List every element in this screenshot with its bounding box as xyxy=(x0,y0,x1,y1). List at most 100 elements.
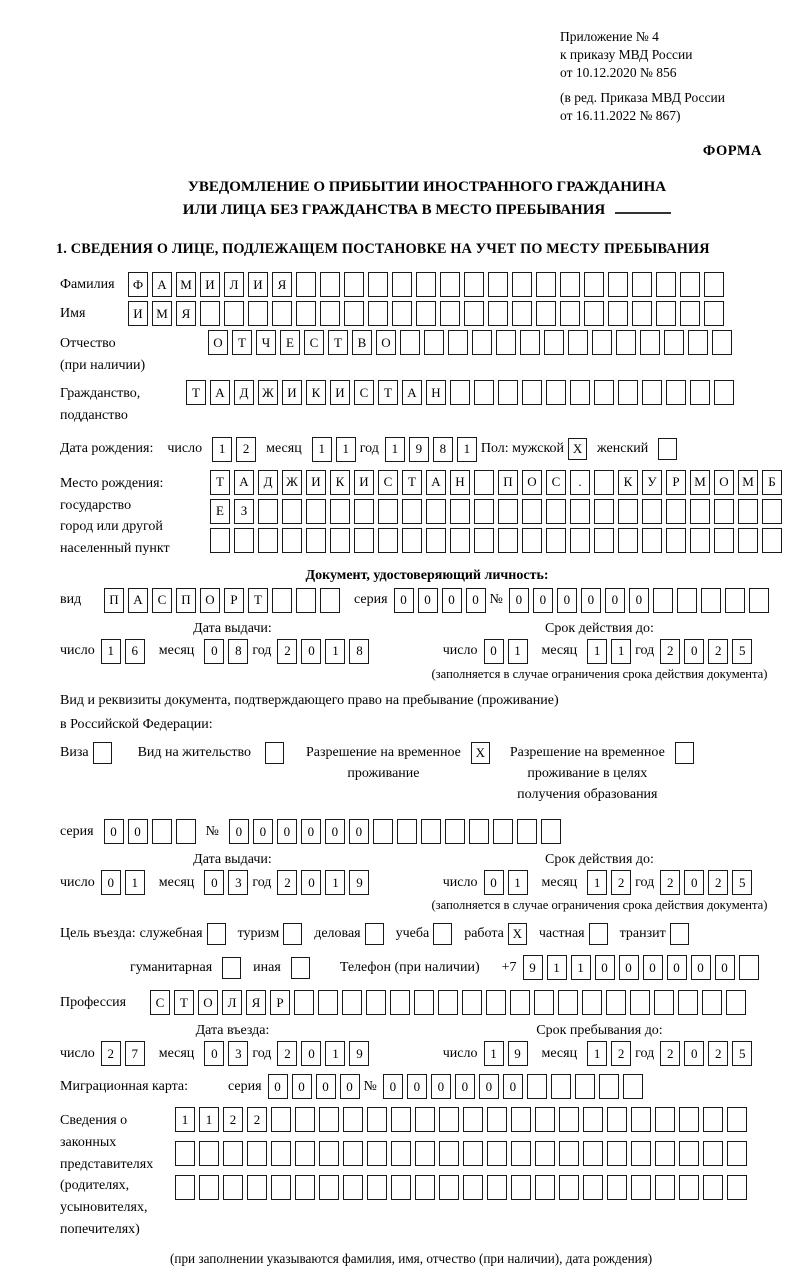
char-cell[interactable] xyxy=(724,587,745,613)
char-cell[interactable] xyxy=(594,527,614,553)
char-cell[interactable]: П xyxy=(104,587,124,613)
char-cell[interactable]: 0 xyxy=(204,638,225,664)
char-cell[interactable] xyxy=(306,498,326,524)
char-cell[interactable]: 0 xyxy=(204,870,225,896)
char-cell[interactable]: 1 xyxy=(587,1041,608,1067)
birth-place-row3-cells[interactable] xyxy=(210,527,786,553)
char-cell[interactable]: О xyxy=(208,330,228,356)
char-cell[interactable] xyxy=(583,1175,603,1201)
char-cell[interactable] xyxy=(534,990,554,1016)
char-cell[interactable] xyxy=(680,301,700,327)
char-cell[interactable] xyxy=(679,1107,699,1133)
char-cell[interactable] xyxy=(664,330,684,356)
char-cell[interactable] xyxy=(712,330,732,356)
char-cell[interactable]: 0 xyxy=(430,1074,451,1100)
char-cell[interactable] xyxy=(618,527,638,553)
char-cell[interactable]: Ф xyxy=(128,272,148,298)
char-cell[interactable]: 1 xyxy=(384,436,405,462)
char-cell[interactable] xyxy=(390,990,410,1016)
char-cell[interactable]: Т xyxy=(210,469,230,495)
char-cell[interactable] xyxy=(642,527,662,553)
char-cell[interactable]: Т xyxy=(174,990,194,1016)
char-cell[interactable]: В xyxy=(352,330,372,356)
char-cell[interactable] xyxy=(655,1107,675,1133)
char-cell[interactable] xyxy=(762,498,782,524)
char-cell[interactable] xyxy=(416,301,436,327)
char-cell[interactable]: Л xyxy=(222,990,242,1016)
char-cell[interactable]: 2 xyxy=(708,870,729,896)
purpose-private-checkbox[interactable] xyxy=(588,923,608,946)
char-cell[interactable] xyxy=(738,498,758,524)
char-cell[interactable]: 1 xyxy=(325,870,346,896)
char-cell[interactable]: 0 xyxy=(684,870,705,896)
char-cell[interactable]: 0 xyxy=(483,870,504,896)
char-cell[interactable]: 2 xyxy=(611,1041,632,1067)
char-cell[interactable] xyxy=(540,819,561,845)
char-cell[interactable] xyxy=(294,990,314,1016)
char-cell[interactable] xyxy=(690,380,710,406)
char-cell[interactable] xyxy=(318,990,338,1016)
char-cell[interactable]: 0 xyxy=(454,1074,475,1100)
char-cell[interactable]: Т xyxy=(232,330,252,356)
char-cell[interactable] xyxy=(343,1175,363,1201)
char-cell[interactable] xyxy=(472,330,492,356)
char-cell[interactable] xyxy=(516,819,537,845)
char-cell[interactable] xyxy=(199,1175,219,1201)
char-cell[interactable] xyxy=(544,330,564,356)
char-cell[interactable]: 1 xyxy=(507,870,528,896)
char-cell[interactable] xyxy=(748,587,769,613)
char-cell[interactable] xyxy=(714,498,734,524)
char-cell[interactable]: Н xyxy=(450,469,470,495)
char-cell[interactable]: А xyxy=(426,469,446,495)
char-cell[interactable] xyxy=(258,527,278,553)
purpose-work-checkbox[interactable]: X xyxy=(507,923,527,946)
char-cell[interactable]: 7 xyxy=(124,1041,145,1067)
char-cell[interactable] xyxy=(414,990,434,1016)
char-cell[interactable]: 5 xyxy=(732,1041,753,1067)
char-cell[interactable] xyxy=(402,498,422,524)
char-cell[interactable] xyxy=(582,990,602,1016)
char-cell[interactable]: 1 xyxy=(611,638,632,664)
char-cell[interactable] xyxy=(271,1107,291,1133)
char-cell[interactable] xyxy=(656,272,676,298)
char-cell[interactable] xyxy=(526,1074,547,1100)
char-cell[interactable]: Я xyxy=(246,990,266,1016)
char-cell[interactable]: 2 xyxy=(708,638,729,664)
char-cell[interactable]: 1 xyxy=(335,436,356,462)
char-cell[interactable]: Р xyxy=(224,587,244,613)
char-cell[interactable] xyxy=(511,1107,531,1133)
char-cell[interactable] xyxy=(679,1175,699,1201)
char-cell[interactable] xyxy=(666,498,686,524)
char-cell[interactable] xyxy=(415,1175,435,1201)
char-cell[interactable] xyxy=(306,527,326,553)
char-cell[interactable]: О xyxy=(714,469,734,495)
char-cell[interactable] xyxy=(400,330,420,356)
char-cell[interactable]: 1 xyxy=(587,638,608,664)
char-cell[interactable] xyxy=(344,272,364,298)
char-cell[interactable]: 1 xyxy=(570,955,591,981)
char-cell[interactable] xyxy=(474,380,494,406)
char-cell[interactable] xyxy=(354,498,374,524)
char-cell[interactable]: Я xyxy=(272,272,292,298)
char-cell[interactable]: П xyxy=(176,587,196,613)
char-cell[interactable] xyxy=(570,380,590,406)
char-cell[interactable] xyxy=(175,1175,195,1201)
char-cell[interactable]: Ж xyxy=(258,380,278,406)
char-cell[interactable]: Е xyxy=(280,330,300,356)
char-cell[interactable]: 5 xyxy=(732,870,753,896)
char-cell[interactable]: 2 xyxy=(100,1041,121,1067)
char-cell[interactable]: 2 xyxy=(277,1041,298,1067)
char-cell[interactable] xyxy=(496,330,516,356)
char-cell[interactable] xyxy=(704,301,724,327)
char-cell[interactable]: 0 xyxy=(604,587,625,613)
char-cell[interactable] xyxy=(247,1175,267,1201)
